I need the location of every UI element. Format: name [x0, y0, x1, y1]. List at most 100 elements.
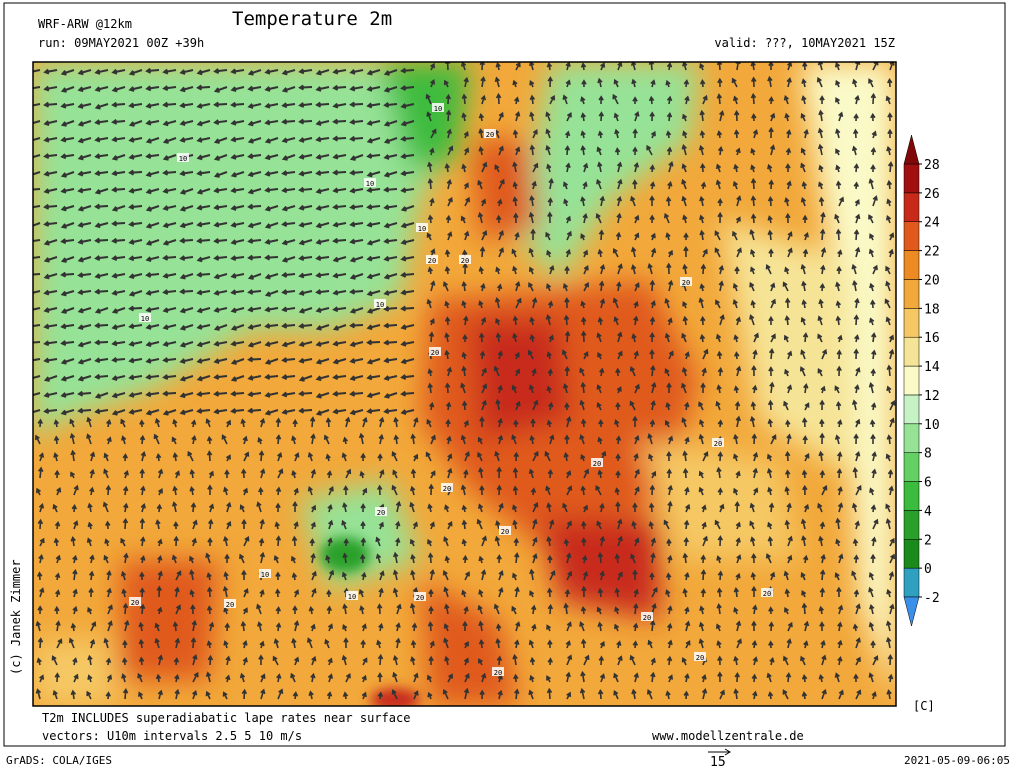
- wind-arrow: [342, 502, 348, 513]
- wind-arrow: [582, 554, 588, 564]
- wind-arrow: [145, 85, 160, 92]
- wind-arrow: [43, 408, 58, 414]
- wind-arrow: [800, 655, 806, 666]
- wind-arrow: [699, 109, 705, 122]
- wind-arrow: [366, 120, 381, 126]
- wind-arrow: [326, 470, 333, 479]
- contour-label: 20: [494, 669, 502, 677]
- wind-arrow: [33, 154, 41, 159]
- wind-arrow: [230, 136, 245, 143]
- wind-arrow: [820, 211, 826, 224]
- wind-arrow: [629, 366, 636, 377]
- wind-arrow: [33, 103, 41, 107]
- wind-arrow: [715, 163, 722, 173]
- wind-arrow: [111, 154, 126, 161]
- wind-arrow: [52, 503, 58, 513]
- wind-arrow: [566, 654, 573, 666]
- wind-arrow: [446, 366, 453, 377]
- wind-arrow: [563, 538, 570, 547]
- wind-arrow: [377, 453, 383, 462]
- wind-arrow: [376, 639, 382, 649]
- wind-arrow: [580, 145, 586, 156]
- wind-arrow: [614, 419, 620, 428]
- wind-arrow: [60, 86, 75, 93]
- contour-label: 20: [714, 440, 722, 448]
- wind-arrow: [213, 68, 228, 74]
- wind-arrow: [614, 147, 621, 156]
- wind-arrow: [349, 307, 364, 314]
- wind-arrow: [685, 503, 691, 513]
- wind-arrow: [887, 112, 893, 122]
- wind-arrow: [239, 672, 246, 683]
- wind-arrow: [325, 453, 331, 462]
- wind-arrow: [366, 392, 381, 399]
- wind-arrow: [787, 554, 793, 564]
- wind-arrow: [868, 586, 874, 598]
- wind-arrow: [145, 239, 160, 246]
- wind-arrow: [326, 691, 333, 700]
- wind-arrow: [717, 77, 723, 88]
- wind-arrow: [682, 315, 689, 326]
- wind-arrow: [275, 434, 282, 445]
- wind-arrow: [580, 453, 586, 462]
- wind-arrow: [682, 214, 688, 224]
- wind-arrow: [580, 62, 587, 71]
- wind-arrow: [375, 553, 382, 564]
- wind-arrow: [242, 656, 248, 666]
- wind-arrow: [889, 417, 895, 428]
- wind-arrow: [736, 554, 742, 564]
- wind-arrow: [310, 433, 316, 445]
- wind-arrow: [650, 552, 656, 564]
- wind-arrow: [153, 433, 160, 445]
- wind-arrow: [820, 553, 826, 564]
- wind-arrow: [597, 316, 604, 326]
- contour-label-bg: [441, 483, 453, 492]
- wind-arrow: [767, 691, 774, 700]
- wind-arrow: [597, 248, 603, 258]
- wind-arrow: [281, 86, 296, 93]
- wind-arrow: [632, 128, 638, 139]
- wind-arrow: [702, 348, 709, 360]
- wind-arrow: [179, 205, 194, 212]
- wind-arrow: [512, 519, 518, 530]
- wind-arrow: [566, 621, 572, 632]
- wind-arrow: [259, 589, 265, 598]
- wind-arrow: [566, 691, 572, 700]
- wind-arrow: [666, 655, 673, 666]
- wind-arrow: [444, 555, 450, 564]
- wind-arrow: [547, 300, 554, 309]
- wind-arrow: [886, 385, 892, 394]
- wind-arrow: [495, 62, 501, 71]
- wind-arrow: [715, 179, 722, 190]
- wind-arrow: [497, 198, 503, 207]
- wind-arrow: [617, 350, 623, 360]
- wind-arrow: [837, 502, 844, 513]
- wind-arrow: [650, 537, 656, 547]
- wind-arrow: [60, 153, 75, 160]
- wind-arrow: [648, 502, 655, 513]
- wind-arrow: [600, 62, 606, 71]
- wind-arrow: [597, 77, 603, 88]
- wind-arrow: [94, 288, 109, 295]
- wind-arrow: [311, 655, 317, 666]
- wind-arrow: [87, 674, 93, 683]
- wind-arrow: [378, 587, 384, 598]
- wind-arrow: [853, 181, 860, 190]
- wind-arrow: [613, 78, 619, 88]
- wind-arrow: [259, 417, 266, 428]
- wind-arrow: [94, 357, 109, 364]
- wind-arrow: [171, 501, 178, 513]
- wind-arrow: [349, 256, 364, 263]
- wind-arrow: [444, 163, 450, 173]
- wind-arrow: [732, 299, 738, 309]
- wind-arrow: [122, 453, 129, 462]
- wind-arrow: [800, 147, 806, 156]
- wind-arrow: [835, 538, 841, 547]
- wind-arrow: [33, 392, 41, 397]
- contour-label: 20: [416, 594, 424, 602]
- wind-arrow: [564, 145, 571, 156]
- wind-arrow: [179, 255, 194, 262]
- wind-arrow: [60, 392, 75, 398]
- wind-arrow: [887, 128, 893, 139]
- wind-arrow: [681, 332, 687, 343]
